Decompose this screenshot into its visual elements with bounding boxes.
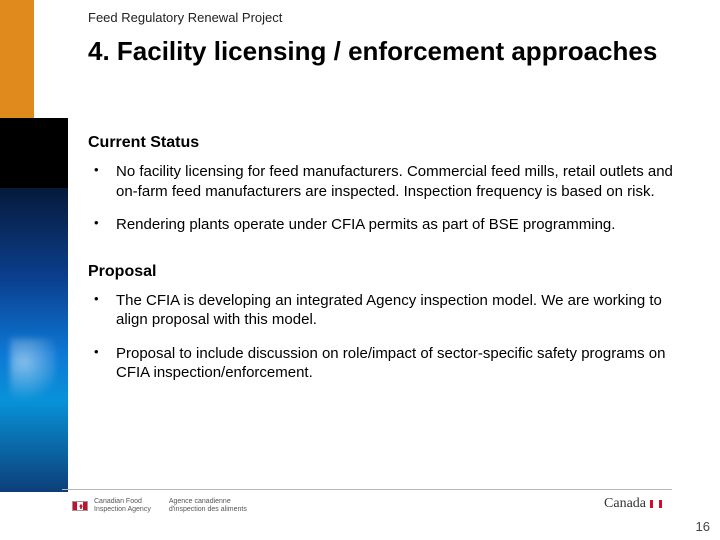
stripe-black-icon — [0, 118, 68, 188]
bullet-list-current-status: No facility licensing for feed manufactu… — [88, 162, 680, 235]
decorative-side-stripe — [0, 0, 68, 492]
footer-divider — [62, 489, 672, 490]
list-item: Rendering plants operate under CFIA perm… — [88, 215, 680, 235]
canada-flag-icon — [72, 501, 88, 511]
footer-text-fr: Agence canadienne d'inspection des alime… — [169, 498, 247, 513]
page-number: 16 — [696, 519, 710, 534]
canada-flag-icon — [650, 500, 662, 508]
footer-text-en: Canadian Food Inspection Agency — [94, 498, 151, 513]
list-item: The CFIA is developing an integrated Age… — [88, 291, 680, 330]
section-heading-current-status: Current Status — [88, 134, 680, 152]
footer-agency-signature: Canadian Food Inspection Agency Agence c… — [72, 498, 247, 513]
slide-body: Current Status No facility licensing for… — [88, 128, 680, 397]
footer-en-line1: Canadian Food — [94, 498, 151, 506]
footer-wordmark: Canada — [604, 496, 662, 512]
list-item: No facility licensing for feed manufactu… — [88, 162, 680, 201]
list-item: Proposal to include discussion on role/i… — [88, 344, 680, 383]
footer-fr-line1: Agence canadienne — [169, 498, 247, 506]
footer-en-line2: Inspection Agency — [94, 506, 151, 514]
slide-header: Feed Regulatory Renewal Project — [88, 10, 282, 25]
slide-title: 4. Facility licensing / enforcement appr… — [88, 36, 688, 67]
slide: Feed Regulatory Renewal Project 4. Facil… — [0, 0, 720, 540]
footer-fr-line2: d'inspection des aliments — [169, 506, 247, 514]
bullet-list-proposal: The CFIA is developing an integrated Age… — [88, 291, 680, 383]
section-heading-proposal: Proposal — [88, 263, 680, 281]
stripe-blue-icon — [0, 188, 68, 492]
canada-wordmark-text: Canada — [604, 496, 646, 512]
